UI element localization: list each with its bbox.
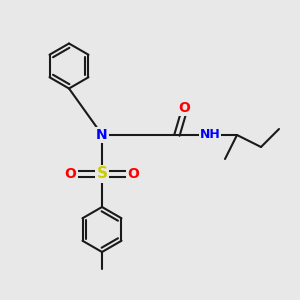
Text: O: O	[128, 167, 140, 181]
Text: N: N	[96, 128, 108, 142]
Text: S: S	[97, 167, 107, 182]
Text: O: O	[178, 101, 190, 115]
Text: O: O	[64, 167, 76, 181]
Text: NH: NH	[200, 128, 220, 142]
